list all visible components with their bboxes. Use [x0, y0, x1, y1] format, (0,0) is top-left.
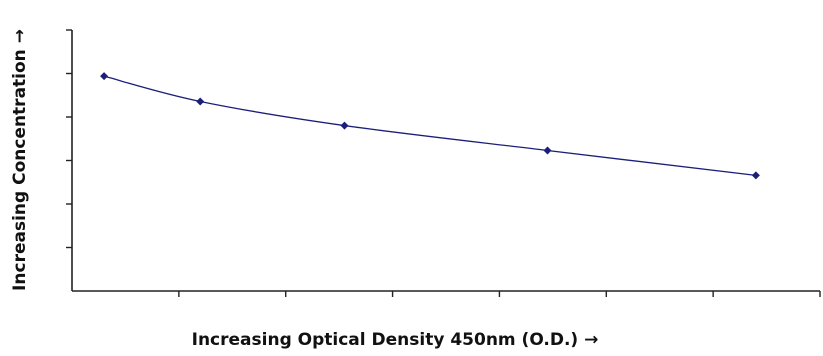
data-point — [751, 171, 760, 180]
x-axis-label: Increasing Optical Density 450nm (O.D.) … — [192, 330, 599, 350]
axes — [71, 30, 820, 292]
data-point — [196, 97, 205, 106]
series-line — [103, 75, 756, 177]
data-point — [340, 121, 349, 130]
series-layer — [100, 72, 760, 180]
y-axis-label: Increasing Concentration → — [10, 29, 30, 291]
data-point — [543, 146, 552, 155]
axis-ticks — [66, 29, 821, 297]
data-point — [100, 72, 109, 81]
